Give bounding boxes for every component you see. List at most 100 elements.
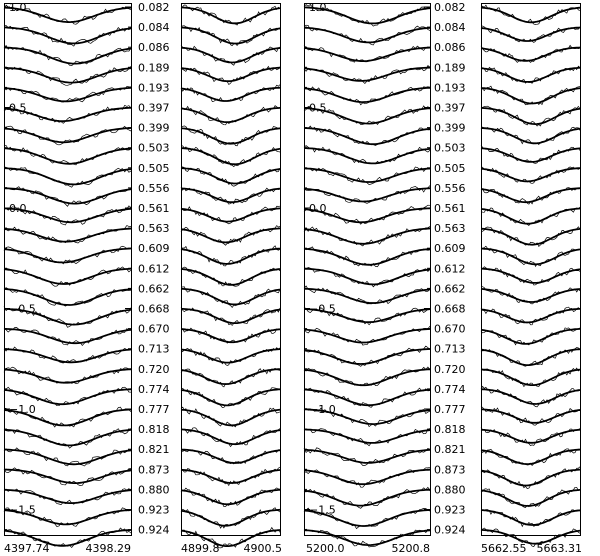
model-profile [480,6,581,24]
model-profile [180,307,281,324]
phase-label: 0.084 [434,21,466,34]
model-profile [180,468,281,484]
model-profile [180,488,281,506]
model-profile [180,6,281,25]
model-profile [480,388,581,405]
observed-profile [180,266,281,287]
phase-label: 0.189 [138,61,170,74]
model-profile [303,26,431,44]
model-profile [480,348,581,366]
model-profile [480,167,580,183]
phase-label: 0.563 [434,222,466,235]
model-profile [3,388,132,406]
model-profile [3,187,132,205]
observed-profile [480,126,581,145]
y-tick-label: 0.0 [9,202,27,215]
model-profile [4,26,132,45]
phase-label: 0.924 [434,524,466,537]
model-profile [480,66,581,83]
phase-label: 0.561 [138,202,170,215]
phase-label: 0.873 [434,463,466,476]
phase-label: 0.668 [138,303,170,316]
observed-profile [3,266,132,287]
x-label-left: 4899.8 [181,542,220,555]
x-label-right: 5200.8 [392,542,431,555]
model-profile [180,66,281,83]
model-profile [3,66,132,84]
model-profile [480,408,581,424]
phase-label: 0.777 [138,403,170,416]
model-profile [480,26,581,42]
model-profile [3,307,132,326]
observed-profile [480,166,581,184]
phase-label: 0.397 [434,102,466,115]
model-profile [180,107,281,124]
model-profile [480,288,581,303]
phase-label: 0.612 [138,262,170,275]
observed-profile [480,145,581,164]
phase-label: 0.563 [138,222,170,235]
model-profile [480,368,581,386]
model-profile [303,348,431,365]
x-label-right: 4900.5 [244,542,283,555]
model-profile [180,508,281,527]
phase-label: 0.086 [434,41,466,54]
model-profile [180,46,281,64]
model-profile [3,428,132,447]
model-profile [180,328,281,344]
model-profile [180,368,281,386]
model-profile [480,46,581,62]
model-profile [481,247,581,266]
model-profile [480,448,581,466]
model-profile [3,147,132,165]
model-profile [180,26,281,45]
phase-label: 0.670 [434,323,466,336]
observed-profile [180,65,281,86]
phase-label: 0.609 [434,242,466,255]
model-profile [3,529,132,547]
phase-label: 0.713 [138,343,170,356]
model-profile [180,147,281,166]
phase-label: 0.720 [138,363,170,376]
x-label-left: 5662.55 [481,542,527,555]
phase-label: 0.923 [138,504,170,517]
model-profile [4,468,132,484]
model-profile [480,147,581,163]
model-profile [303,368,431,387]
model-profile [180,227,281,244]
model-profile [3,127,132,144]
model-profile [480,328,581,345]
model-profile [303,247,431,266]
model-profile [180,408,281,427]
model-profile [180,207,281,223]
model-profile [303,388,431,407]
model-profile [303,428,431,444]
model-profile [480,468,581,487]
phase-label: 0.662 [138,282,170,295]
phase-label: 0.818 [138,423,170,436]
observed-profile [3,245,131,265]
model-profile [180,187,281,204]
model-profile [303,207,431,224]
model-profile [303,448,431,464]
model-profile [480,187,581,204]
y-tick-label: −1.0 [309,403,336,416]
model-profile [303,488,431,507]
line-profiles [3,4,581,549]
observed-profile [303,407,431,428]
model-profile [3,267,132,285]
x-label-left: 4397.74 [4,542,50,555]
observed-profile [480,226,581,247]
observed-profile [3,25,132,47]
model-profile [480,127,581,145]
phase-label: 0.399 [138,122,170,135]
phase-label: 0.505 [138,162,170,175]
model-profile [480,428,581,444]
y-tick-label: −1.5 [309,504,336,517]
observed-profile [3,225,131,244]
phase-label: 0.713 [434,343,466,356]
model-profile [303,408,431,426]
model-profile [480,509,581,526]
phase-label: 0.612 [434,262,466,275]
